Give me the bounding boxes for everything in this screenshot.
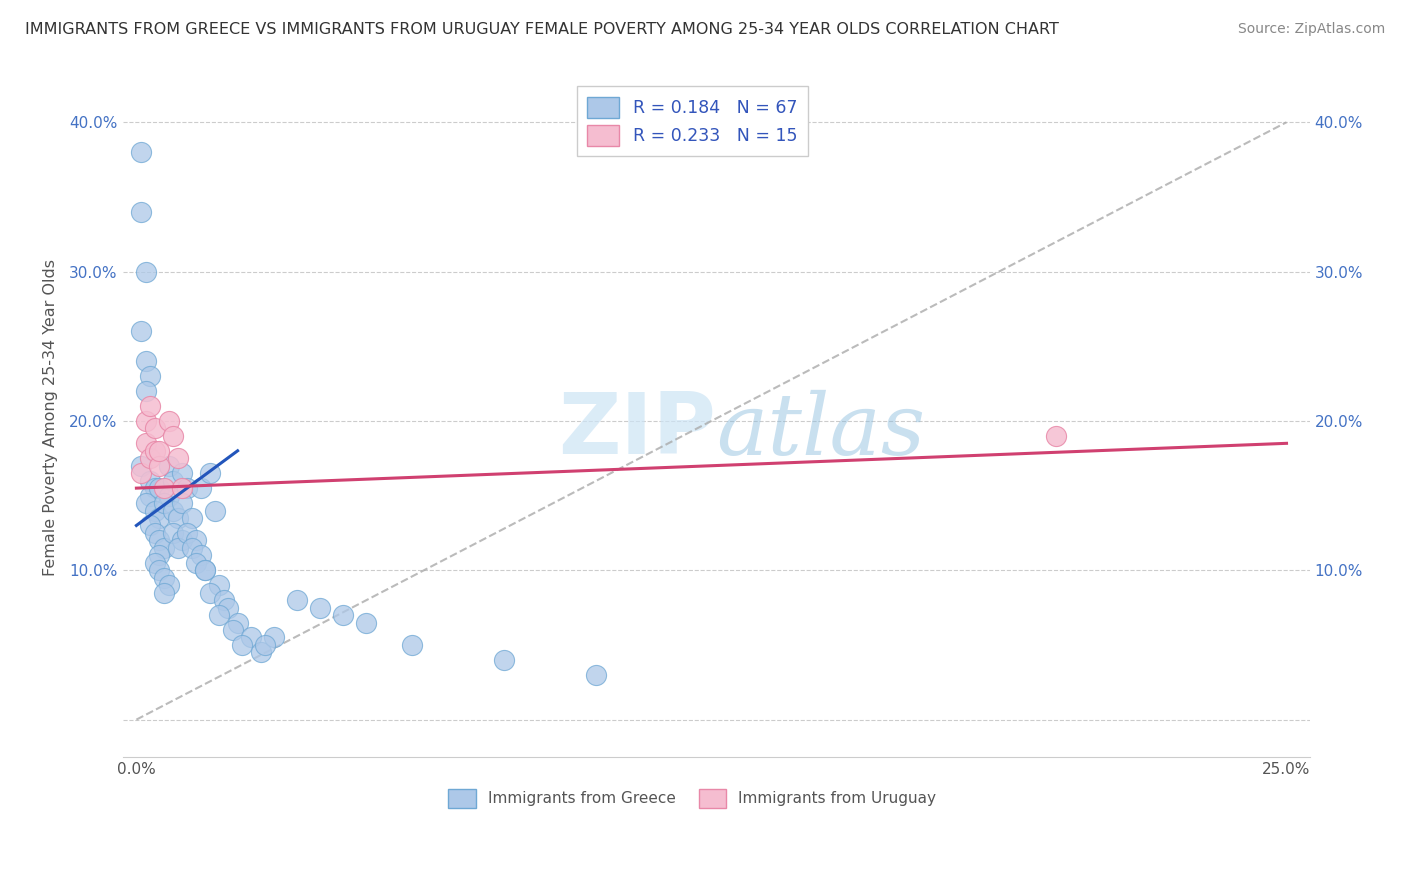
Point (129, 145, 152, 160)
Point (254, 638, 277, 652)
Point (139, 474, 162, 488)
Point (172, 496, 194, 510)
Point (231, 638, 253, 652)
Point (166, 541, 188, 555)
Point (129, 204, 152, 219)
Point (139, 489, 162, 503)
Point (153, 585, 176, 599)
Point (143, 556, 166, 570)
Point (186, 556, 208, 570)
Point (190, 549, 212, 563)
Point (135, 354, 157, 368)
Point (401, 638, 423, 652)
Point (162, 503, 184, 517)
Point (148, 458, 170, 473)
Point (143, 503, 166, 517)
Point (194, 563, 217, 577)
Point (356, 615, 378, 630)
Point (585, 668, 607, 682)
Point (194, 563, 217, 577)
Point (157, 578, 180, 592)
Point (139, 451, 162, 466)
Point (139, 399, 162, 413)
Point (180, 511, 202, 525)
Point (212, 593, 235, 607)
Point (157, 489, 180, 503)
Point (148, 511, 170, 525)
Point (153, 496, 176, 510)
Point (226, 615, 249, 630)
Point (157, 414, 180, 428)
Point (148, 481, 170, 495)
Point (166, 451, 188, 466)
Point (153, 481, 176, 495)
Point (186, 533, 208, 548)
Point (217, 600, 239, 615)
Point (162, 429, 184, 443)
Text: ZIP: ZIP (558, 389, 716, 472)
Point (176, 481, 198, 495)
Point (263, 631, 285, 645)
Text: IMMIGRANTS FROM GREECE VS IMMIGRANTS FROM URUGUAY FEMALE POVERTY AMONG 25-34 YEA: IMMIGRANTS FROM GREECE VS IMMIGRANTS FRO… (25, 22, 1059, 37)
Legend: Immigrants from Greece, Immigrants from Uruguay: Immigrants from Greece, Immigrants from … (441, 783, 942, 814)
Point (204, 503, 226, 517)
Point (129, 458, 152, 473)
Point (222, 623, 245, 637)
Point (176, 525, 198, 540)
Point (143, 421, 166, 435)
Point (135, 496, 157, 510)
Point (180, 541, 202, 555)
Text: atlas: atlas (716, 390, 925, 472)
Point (1045, 429, 1067, 443)
Point (208, 608, 231, 623)
Point (240, 631, 263, 645)
Point (198, 585, 221, 599)
Point (153, 541, 176, 555)
Point (157, 458, 180, 473)
Point (309, 600, 332, 615)
Point (172, 481, 194, 495)
Point (494, 653, 516, 667)
Text: Source: ZipAtlas.com: Source: ZipAtlas.com (1237, 22, 1385, 37)
Point (208, 578, 231, 592)
Point (129, 466, 152, 480)
Point (143, 443, 166, 458)
Point (153, 571, 176, 585)
Point (135, 384, 157, 398)
Point (162, 474, 184, 488)
Point (249, 645, 271, 659)
Point (148, 549, 170, 563)
Point (162, 525, 184, 540)
Point (135, 264, 157, 278)
Point (148, 443, 170, 458)
Point (135, 414, 157, 428)
Point (129, 324, 152, 338)
Point (148, 533, 170, 548)
Point (135, 436, 157, 450)
Point (332, 608, 354, 623)
Point (287, 593, 309, 607)
Point (172, 533, 194, 548)
Point (198, 466, 221, 480)
Y-axis label: Female Poverty Among 25-34 Year Olds: Female Poverty Among 25-34 Year Olds (44, 259, 58, 575)
Point (139, 518, 162, 533)
Point (139, 369, 162, 384)
Point (143, 481, 166, 495)
Point (190, 481, 212, 495)
Point (143, 525, 166, 540)
Point (172, 466, 194, 480)
Point (166, 511, 188, 525)
Point (148, 563, 170, 577)
